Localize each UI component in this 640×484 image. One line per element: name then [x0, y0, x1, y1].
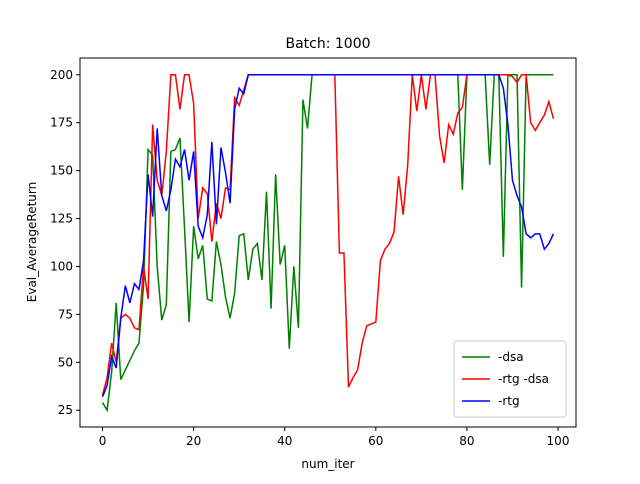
chart-title: Batch: 1000 — [285, 36, 370, 52]
legend-box — [453, 340, 567, 418]
legend-label: -dsa — [498, 350, 524, 364]
y-tick-label: 25 — [58, 403, 73, 417]
legend-label: -rtg — [498, 394, 520, 408]
x-tick-label: 40 — [277, 434, 292, 448]
series-line — [101, 74, 555, 398]
legend-label: -rtg -dsa — [498, 372, 549, 386]
x-tick-label: 60 — [368, 434, 383, 448]
y-tick-label: 100 — [50, 259, 73, 273]
x-tick-label: 80 — [459, 434, 474, 448]
y-tick-label: 200 — [50, 68, 73, 82]
x-tick-label: 20 — [186, 434, 201, 448]
y-axis-label: Eval_AverageReturn — [25, 182, 39, 302]
x-tick-label: 0 — [99, 434, 107, 448]
y-tick-label: 150 — [50, 164, 73, 178]
x-axis-label: num_iter — [301, 457, 354, 471]
plot-frame — [79, 57, 577, 428]
x-tick-label: 100 — [547, 434, 570, 448]
y-tick-label: 175 — [50, 116, 73, 130]
y-tick-label: 50 — [58, 355, 73, 369]
y-tick-label: 125 — [50, 212, 73, 226]
y-tick-label: 75 — [58, 307, 73, 321]
